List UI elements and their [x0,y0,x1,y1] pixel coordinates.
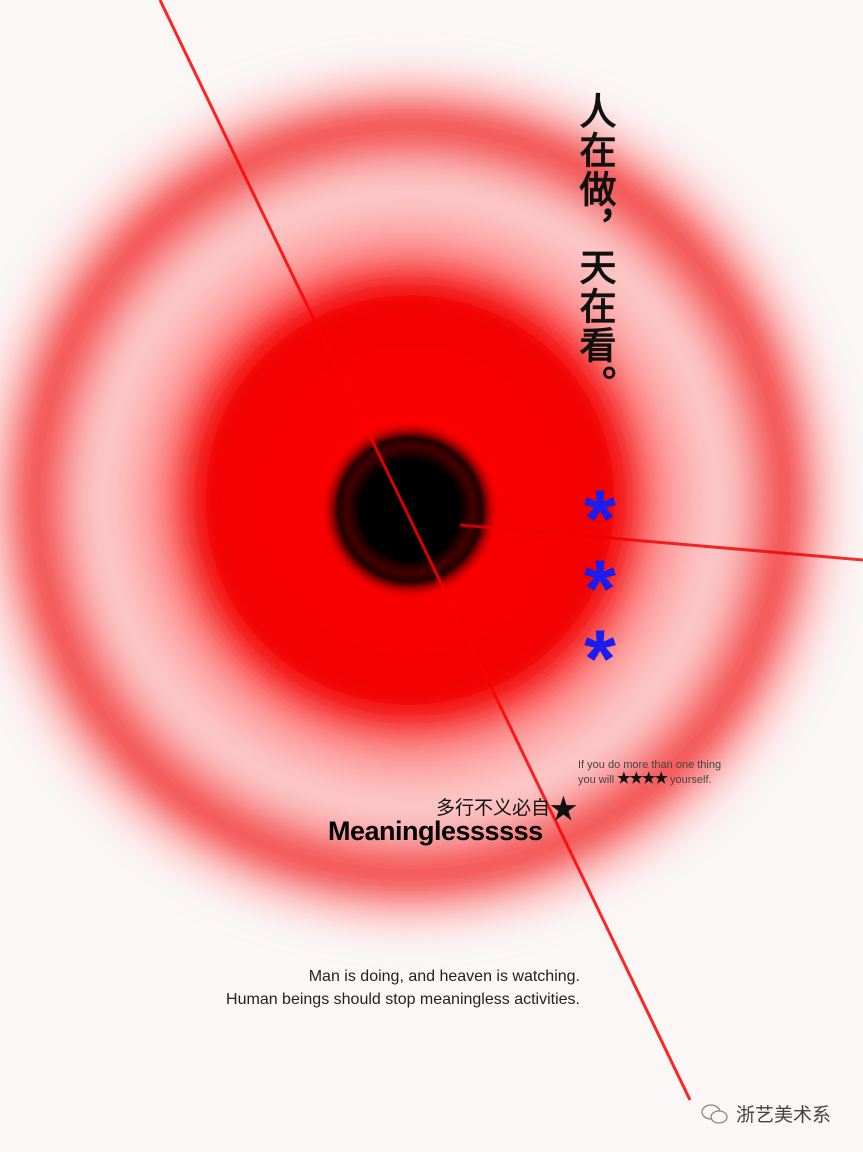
note-line-2: you will ★★★★ yourself. [578,770,721,787]
note-pre: you will [578,774,615,786]
blue-asterisks: * * * [575,474,625,705]
tagline-1: Man is doing, and heaven is watching. [308,968,580,985]
note-post: yourself. [670,774,712,786]
censor-stars: ★★★★ [617,770,668,787]
headline: Meaninglessssss [328,816,543,846]
asterisk: * [584,614,616,705]
vertical-title: 人在做，天在看。 [573,92,617,404]
watermark: 浙艺美术系 [700,1100,831,1127]
watermark-text: 浙艺美术系 [736,1105,832,1126]
note-line-1: If you do more than one thing [578,759,722,771]
wechat-icon [701,1103,728,1124]
tagline: Man is doing, and heaven is watching. Hu… [226,965,580,1011]
tagline-2: Human beings should stop meaningless act… [226,991,580,1008]
side-note: If you do more than one thing you will ★… [578,759,721,787]
star-icon: ★ [550,793,577,826]
chinese-idiom: 多行不义必自★ [436,792,577,827]
asterisk: * [584,474,616,565]
idiom-text: 多行不义必自 [436,798,551,819]
asterisk: * [584,544,616,635]
